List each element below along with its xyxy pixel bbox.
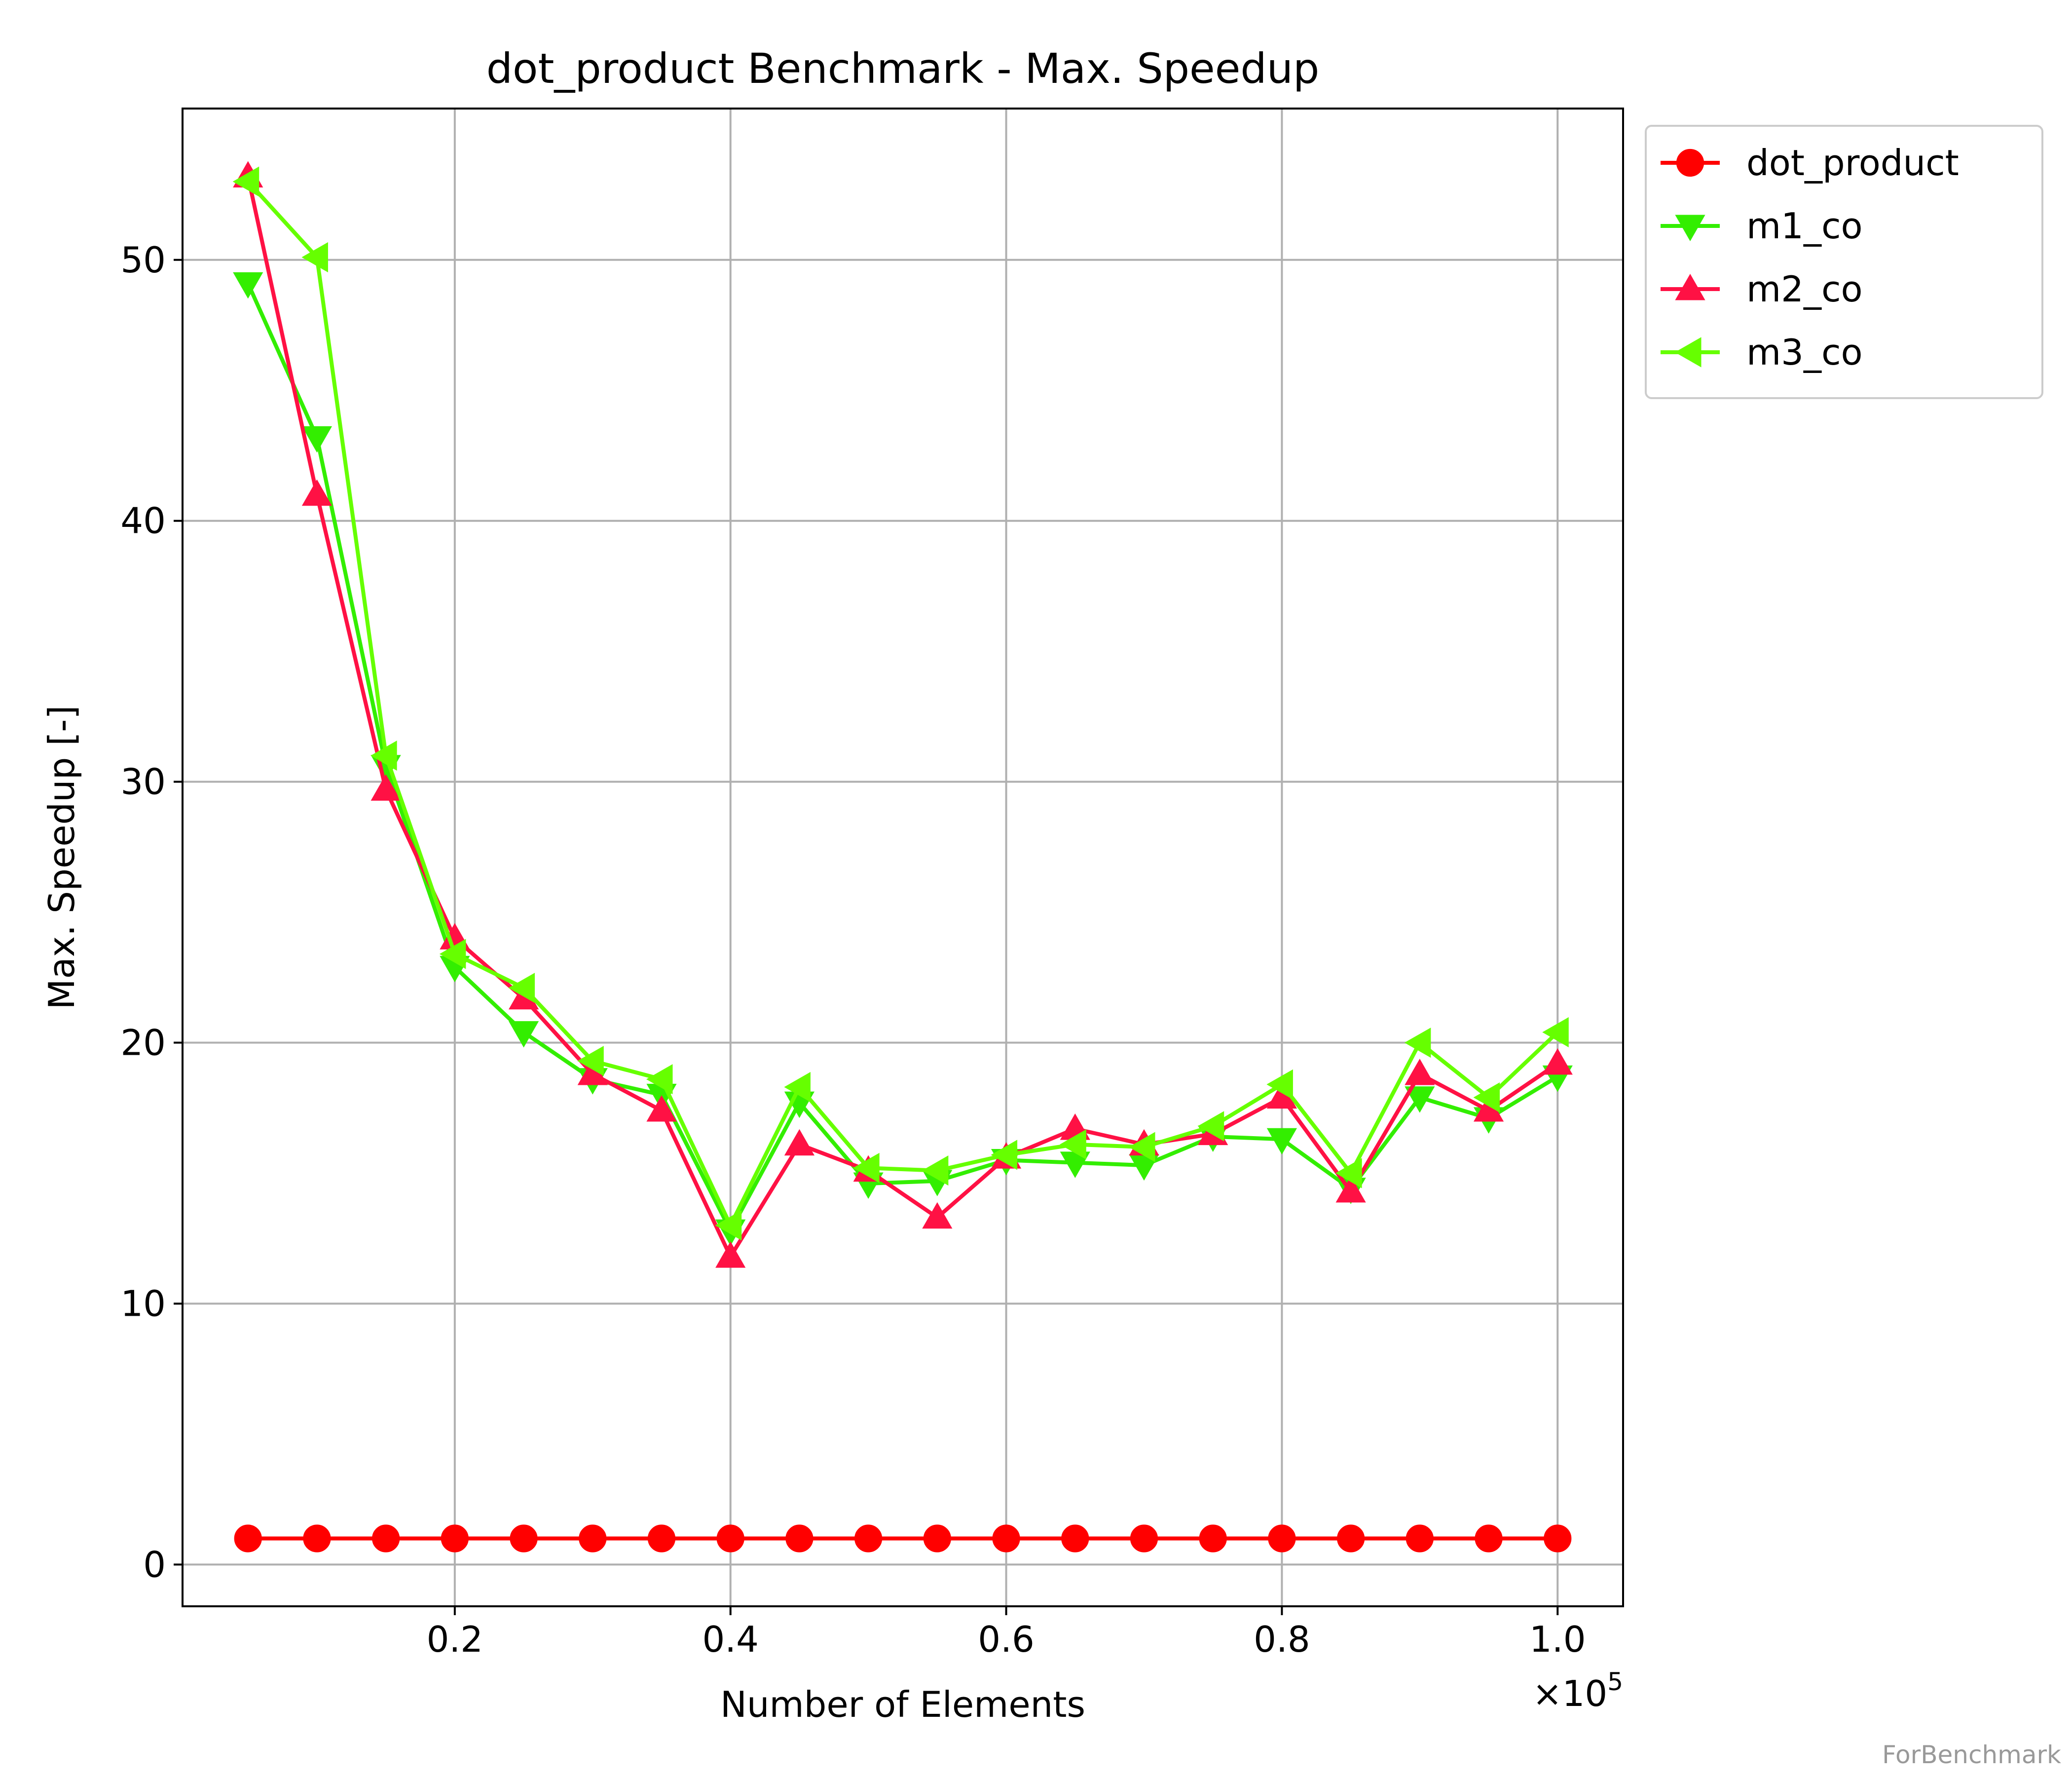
watermark: ForBenchmark	[1882, 1740, 2061, 1769]
legend-label: m2_co	[1746, 268, 1863, 310]
legend-entry-m1_co: m1_co	[1661, 205, 1863, 247]
data-point	[1475, 1524, 1503, 1553]
data-point	[1544, 1524, 1572, 1553]
data-point	[991, 1140, 1018, 1170]
chart-title: dot_product Benchmark - Max. Speedup	[486, 44, 1320, 93]
series-line	[246, 180, 1559, 1227]
y-tick-label: 0	[143, 1544, 166, 1585]
data-point	[1197, 1111, 1224, 1142]
data-point	[647, 1524, 676, 1553]
data-point	[1061, 1524, 1089, 1553]
x-tick-label: 0.2	[427, 1619, 483, 1660]
data-point	[646, 1064, 673, 1095]
data-point	[372, 1524, 400, 1553]
data-point	[441, 1524, 469, 1553]
data-point	[301, 242, 328, 273]
data-point	[922, 1202, 953, 1229]
data-point	[303, 1524, 331, 1553]
data-point	[1674, 337, 1702, 368]
data-point	[1335, 1158, 1362, 1188]
data-point	[508, 1021, 539, 1048]
data-point	[716, 1524, 744, 1553]
legend-entry-m3_co: m3_co	[1661, 332, 1863, 373]
y-tick-label: 40	[120, 500, 166, 542]
data-point	[1199, 1524, 1227, 1553]
legend-box	[1645, 125, 2043, 399]
data-point	[301, 426, 333, 453]
data-point	[784, 1129, 815, 1156]
grid-lines	[183, 109, 1623, 1606]
series-line	[246, 176, 1559, 1259]
data-point	[439, 939, 466, 969]
data-point	[1675, 273, 1705, 300]
data-point	[1337, 1524, 1365, 1553]
series-m2_co	[233, 161, 1573, 1268]
y-tick-label: 50	[120, 239, 166, 281]
data-point	[1335, 1176, 1366, 1203]
data-point	[715, 1241, 746, 1268]
y-axis-label: Max. Speedup [-]	[41, 705, 82, 1010]
x-axis-scale-factor: ×105	[1532, 1667, 1623, 1714]
data-point	[1406, 1524, 1434, 1553]
data-point	[1060, 1129, 1086, 1160]
data-point	[510, 1524, 538, 1553]
data-point	[1542, 1017, 1569, 1047]
legend-label: m1_co	[1746, 205, 1863, 247]
data-point	[232, 166, 259, 197]
x-tick-label: 1.0	[1529, 1619, 1586, 1660]
y-tick-label: 30	[120, 761, 166, 803]
data-point	[579, 1524, 607, 1553]
data-point	[1405, 1086, 1435, 1113]
y-tick-label: 10	[120, 1283, 166, 1324]
data-point	[301, 479, 333, 506]
x-tick-label: 0.8	[1254, 1619, 1310, 1660]
data-point	[784, 1072, 811, 1103]
legend-label: dot_product	[1746, 142, 1959, 184]
data-point	[922, 1155, 949, 1186]
data-point	[992, 1524, 1020, 1553]
series-group	[232, 161, 1573, 1553]
data-point	[577, 1045, 604, 1076]
data-point	[1130, 1524, 1158, 1553]
x-scale-exponent: 5	[1607, 1667, 1623, 1696]
x-tick-label: 0.6	[978, 1619, 1035, 1660]
data-point	[853, 1152, 880, 1183]
x-axis-label: Number of Elements	[720, 1684, 1085, 1725]
data-point	[854, 1524, 883, 1553]
data-point	[1128, 1132, 1155, 1162]
data-point	[1266, 1128, 1297, 1155]
legend-entry-dot_product: dot_product	[1661, 142, 1959, 184]
legend-label: m3_co	[1746, 332, 1863, 373]
data-point	[923, 1524, 951, 1553]
legend: dot_product m1_co m2_co m3_co	[1645, 125, 2043, 399]
axis-ticks: 0.2 0.4 0.6 0.8 1.0 0 10 20 30 40 50	[120, 239, 1586, 1660]
series-m1_co	[233, 272, 1573, 1246]
legend-entry-m2_co: m2_co	[1661, 268, 1863, 310]
data-point	[1473, 1082, 1500, 1113]
data-point	[646, 1095, 677, 1122]
data-point	[1542, 1048, 1573, 1075]
data-point	[1675, 215, 1705, 242]
y-tick-label: 20	[120, 1022, 166, 1064]
data-point	[1676, 148, 1704, 177]
series-line	[246, 282, 1559, 1233]
data-point	[370, 774, 401, 801]
data-point	[1404, 1027, 1431, 1058]
data-point	[370, 740, 397, 771]
data-point	[715, 1210, 742, 1241]
data-point	[1405, 1058, 1435, 1085]
data-point	[234, 1524, 262, 1553]
data-point	[233, 272, 263, 299]
data-point	[1266, 1069, 1293, 1100]
x-tick-label: 0.4	[702, 1619, 759, 1660]
data-point	[785, 1524, 814, 1553]
data-point	[508, 972, 535, 1003]
series-dot_product	[234, 1524, 1572, 1553]
series-m3_co	[232, 166, 1569, 1241]
data-point	[1268, 1524, 1296, 1553]
x-scale-base: ×10	[1532, 1673, 1607, 1714]
plot-frame	[182, 108, 1624, 1607]
